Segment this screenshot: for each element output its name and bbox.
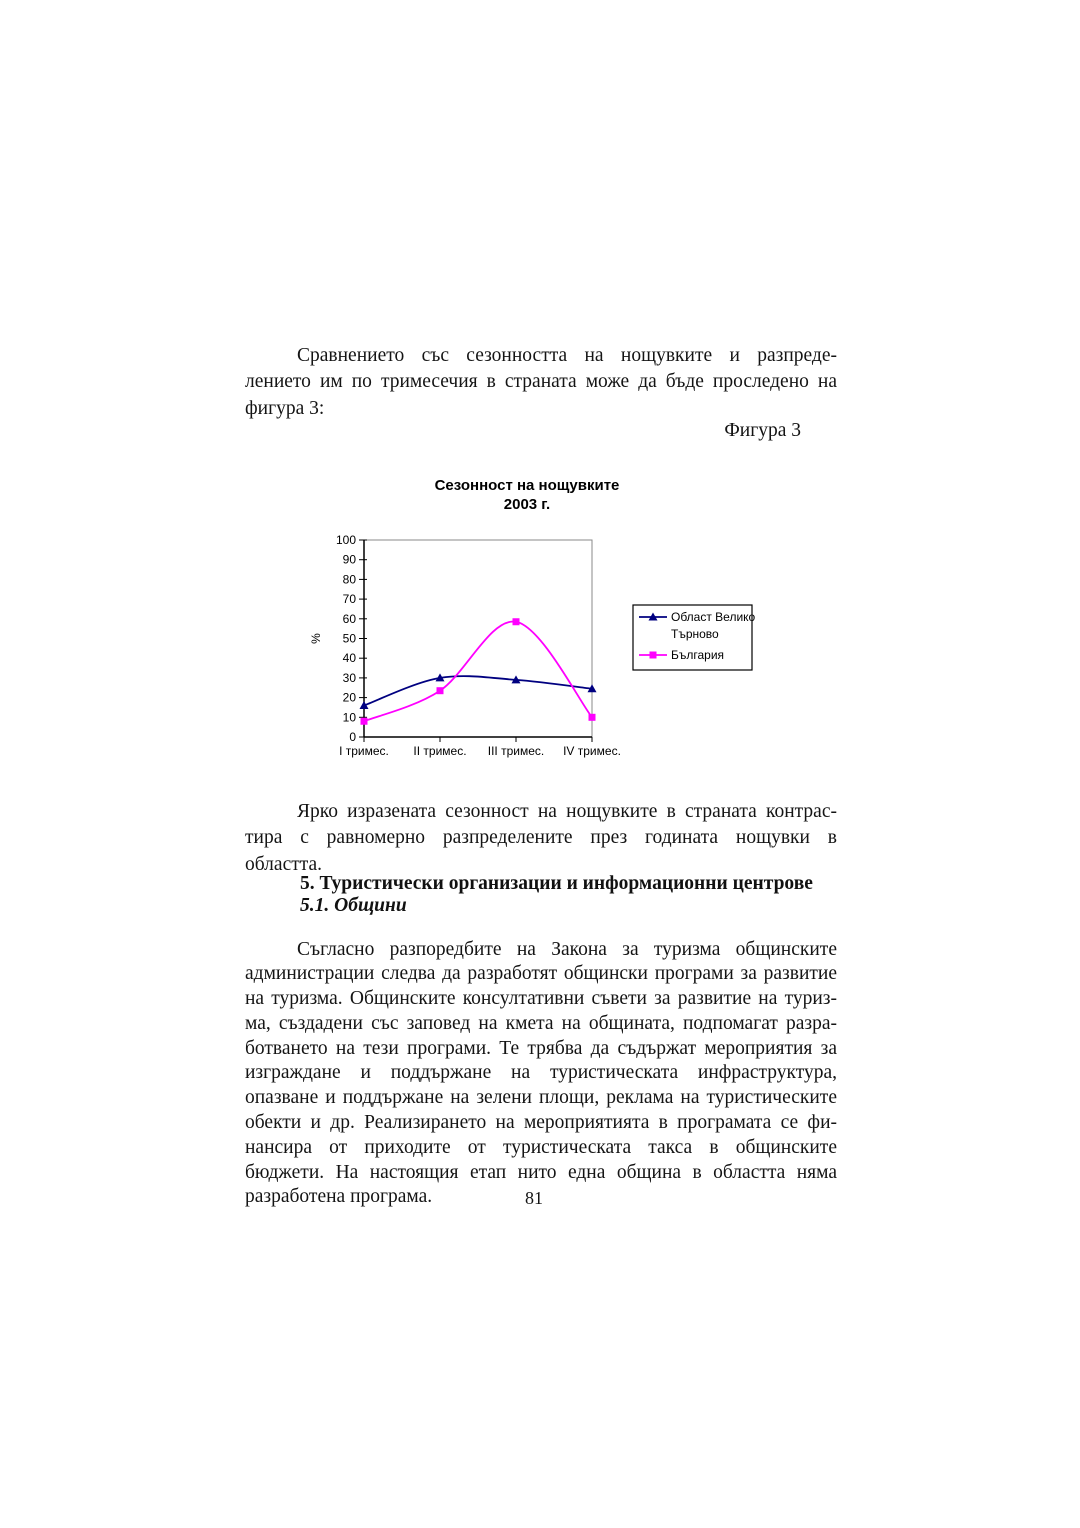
paragraph-intro: Сравнението със сезонността на нощувките…: [245, 343, 837, 423]
plot-area-border: [363, 539, 593, 738]
data-point-square: [360, 717, 368, 725]
svg-text:III тримес.: III тримес.: [488, 744, 544, 758]
figure-3-chart: Сезонност на нощувките 2003 г. 0 10 20 30 40 50…: [300, 466, 770, 771]
text-line: тира с равномерно разпределените през го…: [245, 827, 837, 848]
chart-title: Сезонност на нощувките 2003 г.: [435, 477, 620, 513]
y-axis-label: %: [309, 633, 323, 644]
paragraph-seasonality: Ярко изразената сезонност на нощувките в…: [245, 799, 837, 879]
seasonality-line-chart: Сезонност на нощувките 2003 г. 0 10 20 30 40 50…: [309, 477, 756, 758]
text-line: обекти и др. Реализирането на мероприяти…: [245, 1112, 837, 1134]
text-line: Съгласно разпоредбите на Закона за туриз…: [297, 938, 837, 960]
data-point-square: [512, 618, 520, 626]
svg-text:20: 20: [343, 691, 357, 705]
x-axis: I тримес. II тримес. III тримес. IV тримес.: [339, 736, 621, 758]
legend: Област Велико Търново България: [632, 604, 756, 671]
data-point-triangle: [359, 700, 369, 709]
data-point-triangle: [587, 684, 597, 693]
svg-text:II тримес.: II тримес.: [413, 744, 466, 758]
text-line: лението им по тримесечия в страната може…: [245, 371, 837, 392]
svg-text:2003 г.: 2003 г.: [504, 496, 550, 513]
svg-text:Сезонност на нощувките: Сезонност на нощувките: [435, 477, 620, 494]
y-axis: 0 10 20 30 40 50 60 70 80 90 100: [336, 533, 367, 744]
legend-entry-label: Област Велико: [671, 610, 756, 624]
text-line: изграждане и поддържане на туристическат…: [245, 1062, 837, 1084]
text-line: Ярко изразената сезонност на нощувките в…: [297, 800, 837, 822]
legend-entry-label: Търново: [671, 627, 719, 641]
text-line: опазване и поддържане на зелени площи, р…: [245, 1087, 837, 1109]
data-point-triangle: [648, 612, 658, 621]
figure-label: Фигура 3: [724, 420, 801, 441]
data-point-square: [588, 713, 596, 721]
paragraph-municipalities: Съгласно разпоредбите на Закона за туриз…: [245, 938, 837, 1211]
text-line: областта.: [245, 853, 323, 875]
data-point-square: [649, 651, 657, 659]
svg-text:0: 0: [349, 730, 356, 744]
text-line: на туризма. Общинските консултативни съв…: [245, 988, 837, 1010]
svg-text:50: 50: [343, 632, 357, 646]
data-point-triangle: [435, 673, 445, 682]
svg-text:100: 100: [336, 533, 356, 547]
svg-text:40: 40: [343, 651, 357, 665]
svg-text:90: 90: [343, 553, 357, 567]
text-line: бюджети. На настоящия етап нито една общ…: [245, 1161, 837, 1183]
svg-text:70: 70: [343, 592, 357, 606]
text-line: Сравнението със сезонността на нощувките…: [297, 344, 837, 366]
text-line: администрации следва да разработят общин…: [245, 963, 837, 985]
svg-text:I тримес.: I тримес.: [339, 744, 389, 758]
legend-entry-label: България: [671, 648, 724, 662]
text-line: ма, създадени със заповед на кмета на об…: [245, 1012, 837, 1034]
data-point-square: [436, 687, 444, 695]
svg-text:80: 80: [343, 572, 357, 586]
series-triangle: [359, 673, 597, 709]
section-heading: 5. Туристически организации и информацио…: [300, 873, 813, 894]
svg-text:30: 30: [343, 671, 357, 685]
page-number: 81: [525, 1188, 543, 1208]
data-point-triangle: [511, 675, 521, 684]
series-square: [360, 618, 596, 725]
svg-text:IV тримес.: IV тримес.: [563, 744, 621, 758]
text-line: разработена програма.: [245, 1186, 433, 1208]
text-line: ботването на тези програми. Те трябва да…: [245, 1037, 837, 1059]
svg-text:10: 10: [343, 710, 357, 724]
subsection-heading: 5.1. Общини: [300, 895, 407, 916]
svg-text:60: 60: [343, 612, 357, 626]
text-line: фигура 3:: [245, 397, 325, 419]
text-line: нансира от приходите от туристическата т…: [245, 1136, 837, 1158]
